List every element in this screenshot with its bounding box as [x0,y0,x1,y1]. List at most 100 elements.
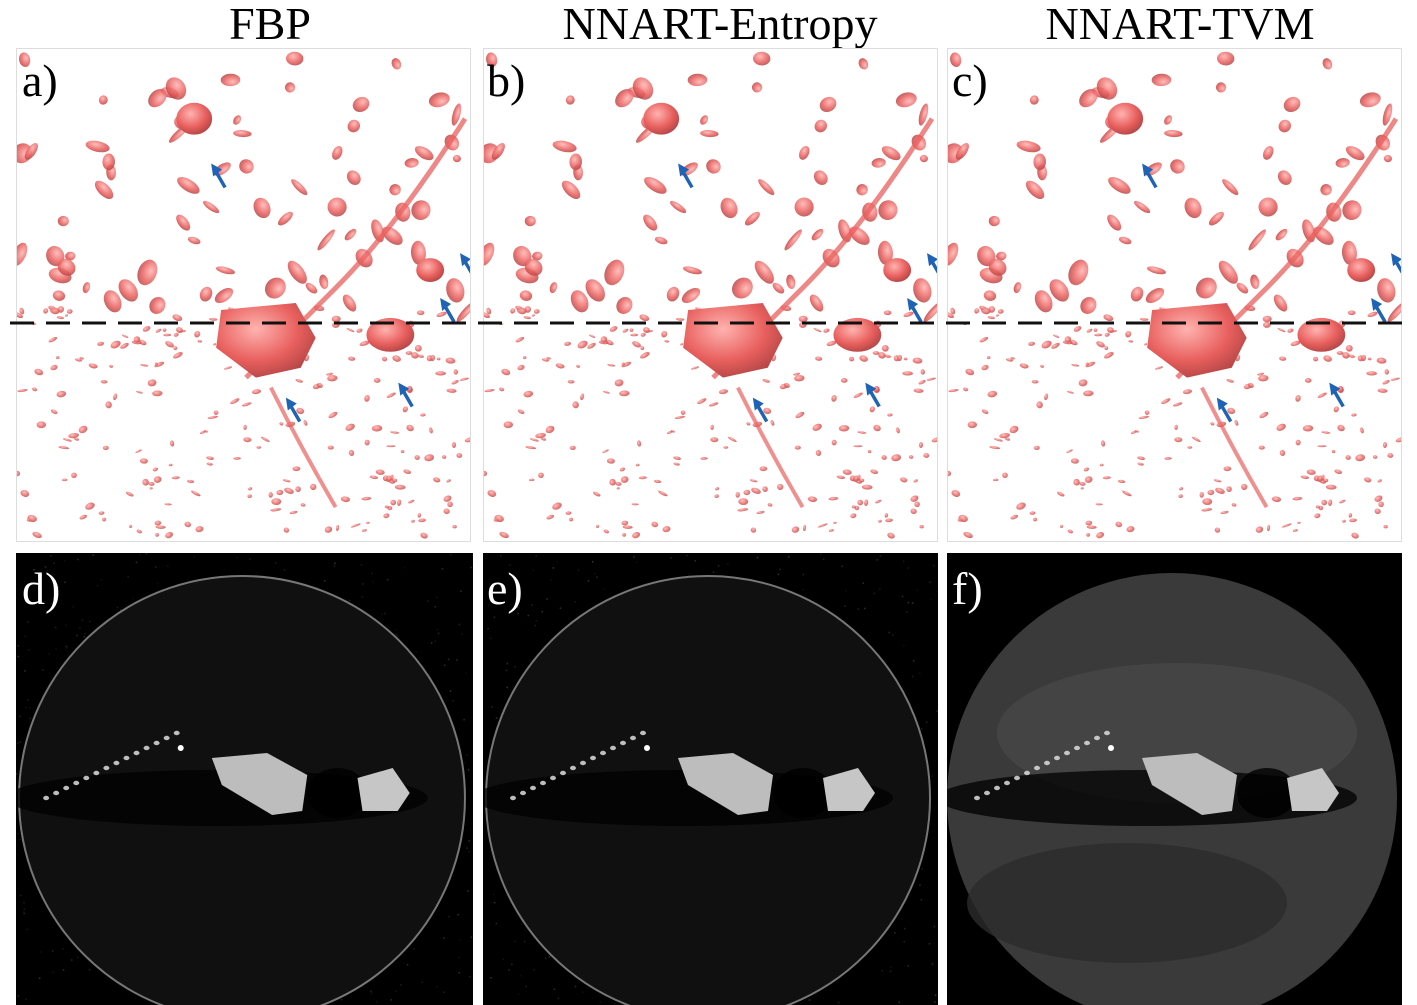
precipitate-blob [287,260,307,284]
precipitate-dot [1122,490,1132,497]
precipitate-dot [1292,496,1303,501]
precipitate-dot [622,525,633,529]
precipitate-blob [1382,103,1393,126]
precipitate-dot [828,496,839,501]
precipitate-dot [680,343,684,346]
panel-label-c: c) [952,55,988,106]
precipitate-blob [1145,287,1165,304]
precipitate-dot [484,470,488,477]
precipitate-dot [1125,330,1132,338]
precipitate-blob [1222,179,1239,196]
precipitate-dot [328,411,338,419]
precipitate-blob [165,77,187,100]
precipitate-blob [1215,82,1227,93]
precipitate-dot [230,398,240,405]
precipitate-blob [871,157,886,168]
precipitate-dot [522,356,527,360]
precipitate-dot [162,328,167,332]
precipitate-dot [136,390,143,394]
precipitate-dot [1174,424,1178,431]
precipitate-blob [913,278,932,303]
precipitate-dot [191,490,201,497]
precipitate-dot [795,411,805,419]
precipitate-dot [603,390,610,394]
precipitate-blob [94,180,114,200]
precipitate-blob [1068,259,1089,286]
annotation-arrow-icon [752,397,769,423]
precipitate-dot [207,415,219,419]
precipitate-dot [606,458,615,464]
precipitate-blob [57,258,76,276]
precipitate-dot [36,421,47,429]
precipitate-blob [411,200,431,221]
precipitate-dot [638,476,647,480]
precipitate-dot [931,437,937,443]
precipitate-blob [1278,119,1292,133]
precipitate-blob [632,77,654,100]
precipitate-dot [152,467,159,472]
precipitate-dot [417,354,425,358]
precipitate-dot [993,438,1003,442]
precipitate-dot [974,308,980,314]
precipitate-dot [1292,529,1298,532]
precipitate-blob [524,258,543,276]
precipitate-dot [541,358,550,362]
precipitate-dot [1137,462,1144,466]
precipitate-dot [1317,392,1327,398]
precipitate-dot [715,487,720,491]
precipitate-dot [836,475,846,479]
precipitate-dot [869,406,875,413]
precipitate-dot [17,470,21,477]
precipitate-dot [1060,524,1064,529]
precipitate-dot [653,479,662,484]
precipitate-dot [887,413,893,417]
precipitate-dot [529,438,539,442]
precipitate-dot [517,364,525,371]
precipitate-dot [268,491,273,498]
precipitate-dot [1313,356,1319,362]
precipitate-dot [289,510,298,515]
precipitate-dot [859,478,865,483]
precipitate-dot [817,523,828,528]
annotation-arrow-icon [398,382,414,408]
precipitate-blob [1377,278,1396,303]
precipitate-dot [173,346,178,351]
precipitate-blob [389,184,401,196]
precipitate-dot [987,390,998,398]
precipitate-dot [673,462,680,466]
precipitate-blob [519,290,533,301]
precipitate-blob [794,197,814,217]
precipitate-dot [1128,340,1134,343]
precipitate-dot [364,394,370,402]
precipitate-dot [271,498,282,506]
precipitate-dot [324,526,333,533]
precipitate-blob [1013,282,1022,294]
precipitate-dot [878,519,882,523]
precipitate-dot [1226,486,1232,493]
precipitate-dot [658,490,668,497]
precipitate-dot [1103,314,1114,322]
precipitate-blob [895,92,917,108]
precipitate-blob [814,119,828,133]
precipitate-blob [1107,214,1122,231]
precipitate-blob [681,287,701,304]
precipitate-dot [270,508,282,512]
precipitate-dot [336,524,340,532]
precipitate-dot [900,477,908,483]
precipitate-dot [867,450,872,454]
precipitate-dot [903,357,908,361]
precipitate-dot [1031,379,1039,384]
precipitate-dot [66,309,73,314]
precipitate-dot [251,389,262,395]
precipitate-dot [714,494,719,498]
precipitate-dot [50,409,58,415]
precipitate-dot [248,487,253,491]
precipitate-blob [24,143,38,160]
precipitate-dot [326,372,334,376]
precipitate-dot [1337,424,1345,432]
precipitate-dot [408,499,415,504]
precipitate-dot [102,517,107,522]
precipitate-dot [621,361,632,368]
precipitate-dot [1070,458,1079,464]
precipitate-dot [735,491,740,498]
